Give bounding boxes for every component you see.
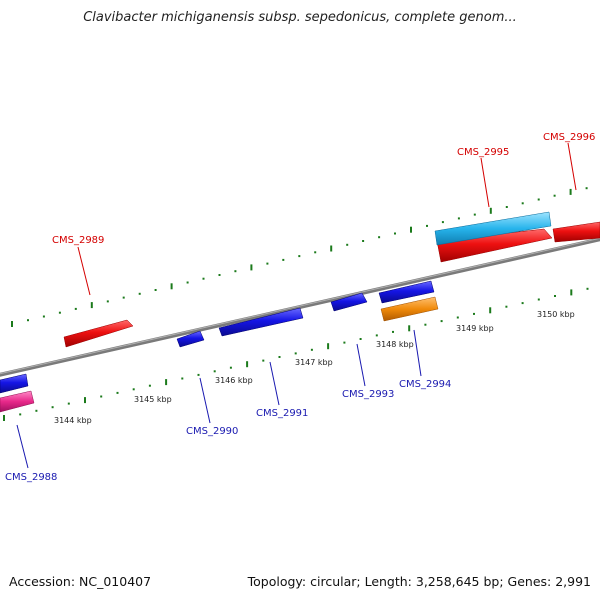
gene-cms2990[interactable] <box>176 330 205 348</box>
label-cms2991: CMS_2991 <box>256 408 308 419</box>
gene-cms2991[interactable] <box>218 307 304 337</box>
genome-backbone <box>0 237 600 377</box>
pink-feature[interactable] <box>0 390 35 413</box>
genome-backbone-highlight <box>0 237 600 375</box>
gene-cms2996[interactable] <box>552 221 600 243</box>
map-title: Clavibacter michiganensis subsp. sepedon… <box>83 10 517 25</box>
gene-cms2988[interactable] <box>0 373 29 394</box>
label-cms2990: CMS_2990 <box>186 426 238 437</box>
label-cms2993: CMS_2993 <box>342 389 394 400</box>
accession-text: Accession: NC_010407 <box>9 574 152 589</box>
orange-feature[interactable] <box>380 296 439 322</box>
scale-label-3149: 3149 kbp <box>456 324 494 333</box>
footer: Accession: NC_010407 Topology: circular;… <box>0 574 600 594</box>
callout-lines <box>16 142 577 469</box>
label-cms2994: CMS_2994 <box>399 379 451 390</box>
gene-cms2989[interactable] <box>63 319 134 348</box>
genome-summary-text: Topology: circular; Length: 3,258,645 bp… <box>247 574 591 589</box>
label-cms2989: CMS_2989 <box>52 235 104 246</box>
gene-cms2993[interactable] <box>330 292 368 312</box>
scale-label-3150: 3150 kbp <box>537 310 575 319</box>
label-cms2995: CMS_2995 <box>457 147 509 158</box>
scale-label-3148: 3148 kbp <box>376 340 414 349</box>
label-cms2988: CMS_2988 <box>5 472 57 483</box>
gene-cms2994[interactable] <box>378 280 435 304</box>
scale-label-3146: 3146 kbp <box>215 376 253 385</box>
cyan-feature[interactable] <box>434 211 552 246</box>
reverse-scale-ticks <box>3 287 589 421</box>
label-cms2996: CMS_2996 <box>543 132 595 143</box>
scale-label-3145: 3145 kbp <box>134 395 172 404</box>
scale-label-3144: 3144 kbp <box>54 416 92 425</box>
scale-label-3147: 3147 kbp <box>295 358 333 367</box>
forward-scale-ticks <box>11 187 588 327</box>
